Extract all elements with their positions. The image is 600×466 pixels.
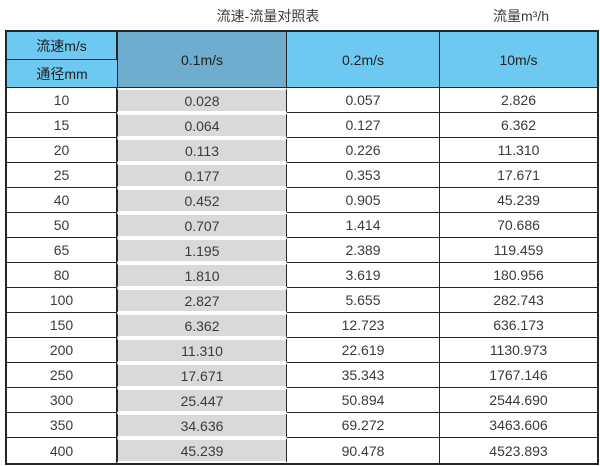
cell-flow-0-1ms: 17.671 — [117, 363, 287, 388]
cell-flow-0-1ms: 0.452 — [117, 188, 287, 213]
cell-flow-0-2ms: 0.905 — [287, 188, 440, 213]
cell-diameter: 150 — [7, 313, 117, 338]
table-row: 250 17.671 35.343 1767.146 — [7, 363, 597, 388]
cell-diameter: 65 — [7, 238, 117, 263]
cell-diameter: 50 — [7, 213, 117, 238]
cell-flow-0-2ms: 1.414 — [287, 213, 440, 238]
cell-diameter: 350 — [7, 413, 117, 438]
table-row: 40 0.452 0.905 45.239 — [7, 188, 597, 213]
table-row: 20 0.113 0.226 11.310 — [7, 138, 597, 163]
cell-diameter: 400 — [7, 438, 117, 463]
cell-diameter: 15 — [7, 113, 117, 138]
cell-flow-0-1ms: 1.810 — [117, 263, 287, 288]
table-title: 流速-流量对照表 — [216, 8, 320, 24]
table-row: 100 2.827 5.655 282.743 — [7, 288, 597, 313]
table-header: 流速m/s 0.1m/s 0.2m/s 10m/s 通径mm — [7, 32, 597, 88]
cell-flow-0-2ms: 12.723 — [287, 313, 440, 338]
cell-diameter: 300 — [7, 388, 117, 413]
table-row: 15 0.064 0.127 6.362 — [7, 113, 597, 138]
cell-flow-0-2ms: 50.894 — [287, 388, 440, 413]
cell-diameter: 200 — [7, 338, 117, 363]
cell-flow-0-2ms: 2.389 — [287, 238, 440, 263]
cell-flow-10ms: 2544.690 — [440, 388, 597, 413]
cell-flow-0-1ms: 11.310 — [117, 338, 287, 363]
cell-flow-10ms: 180.956 — [440, 263, 597, 288]
cell-flow-10ms: 282.743 — [440, 288, 597, 313]
cell-diameter: 100 — [7, 288, 117, 313]
cell-diameter: 80 — [7, 263, 117, 288]
cell-flow-10ms: 636.173 — [440, 313, 597, 338]
cell-flow-10ms: 70.686 — [440, 213, 597, 238]
column-header-0-2ms: 0.2m/s — [287, 32, 440, 88]
column-header-10ms: 10m/s — [440, 32, 597, 88]
cell-flow-0-2ms: 0.353 — [287, 163, 440, 188]
cell-flow-10ms: 3463.606 — [440, 413, 597, 438]
table-row: 10 0.028 0.057 2.826 — [7, 88, 597, 113]
cell-flow-0-2ms: 3.619 — [287, 263, 440, 288]
cell-diameter: 20 — [7, 138, 117, 163]
cell-flow-0-2ms: 5.655 — [287, 288, 440, 313]
cell-flow-0-2ms: 0.127 — [287, 113, 440, 138]
cell-flow-0-2ms: 90.478 — [287, 438, 440, 463]
cell-flow-0-1ms: 0.113 — [117, 138, 287, 163]
cell-flow-0-1ms: 0.028 — [117, 88, 287, 113]
corner-header-velocity: 流速m/s — [7, 32, 117, 60]
cell-flow-10ms: 45.239 — [440, 188, 597, 213]
table-row: 400 45.239 90.478 4523.893 — [7, 438, 597, 463]
cell-flow-0-2ms: 22.619 — [287, 338, 440, 363]
cell-flow-0-1ms: 0.064 — [117, 113, 287, 138]
cell-flow-10ms: 1130.973 — [440, 338, 597, 363]
cell-flow-0-1ms: 2.827 — [117, 288, 287, 313]
cell-flow-10ms: 11.310 — [440, 138, 597, 163]
table-row: 150 6.362 12.723 636.173 — [7, 313, 597, 338]
cell-flow-0-1ms: 0.707 — [117, 213, 287, 238]
cell-flow-0-1ms: 34.636 — [117, 413, 287, 438]
cell-flow-10ms: 17.671 — [440, 163, 597, 188]
column-header-0-1ms: 0.1m/s — [117, 32, 287, 88]
cell-flow-10ms: 4523.893 — [440, 438, 597, 463]
cell-diameter: 25 — [7, 163, 117, 188]
cell-flow-0-1ms: 0.177 — [117, 163, 287, 188]
table-row: 200 11.310 22.619 1130.973 — [7, 338, 597, 363]
cell-flow-10ms: 119.459 — [440, 238, 597, 263]
flow-unit-label: 流量m³/h — [493, 8, 549, 24]
cell-diameter: 10 — [7, 88, 117, 113]
cell-flow-0-2ms: 0.226 — [287, 138, 440, 163]
cell-flow-0-2ms: 0.057 — [287, 88, 440, 113]
flow-rate-table: 流速m/s 0.1m/s 0.2m/s 10m/s 通径mm 10 0.028 … — [5, 30, 599, 465]
table-row: 65 1.195 2.389 119.459 — [7, 238, 597, 263]
cell-flow-0-1ms: 1.195 — [117, 238, 287, 263]
cell-diameter: 40 — [7, 188, 117, 213]
table-row: 80 1.810 3.619 180.956 — [7, 263, 597, 288]
cell-flow-0-1ms: 45.239 — [117, 438, 287, 463]
cell-flow-0-1ms: 25.447 — [117, 388, 287, 413]
cell-flow-0-1ms: 6.362 — [117, 313, 287, 338]
cell-flow-10ms: 6.362 — [440, 113, 597, 138]
table-row: 350 34.636 69.272 3463.606 — [7, 413, 597, 438]
cell-flow-10ms: 1767.146 — [440, 363, 597, 388]
table-row: 300 25.447 50.894 2544.690 — [7, 388, 597, 413]
table-row: 25 0.177 0.353 17.671 — [7, 163, 597, 188]
table-captions: 流速-流量对照表 流量m³/h — [0, 4, 600, 26]
cell-flow-0-2ms: 69.272 — [287, 413, 440, 438]
cell-flow-0-2ms: 35.343 — [287, 363, 440, 388]
cell-flow-10ms: 2.826 — [440, 88, 597, 113]
table-row: 50 0.707 1.414 70.686 — [7, 213, 597, 238]
table-body: 10 0.028 0.057 2.826 15 0.064 0.127 6.36… — [7, 88, 597, 463]
corner-header-diameter: 通径mm — [7, 60, 117, 88]
cell-diameter: 250 — [7, 363, 117, 388]
